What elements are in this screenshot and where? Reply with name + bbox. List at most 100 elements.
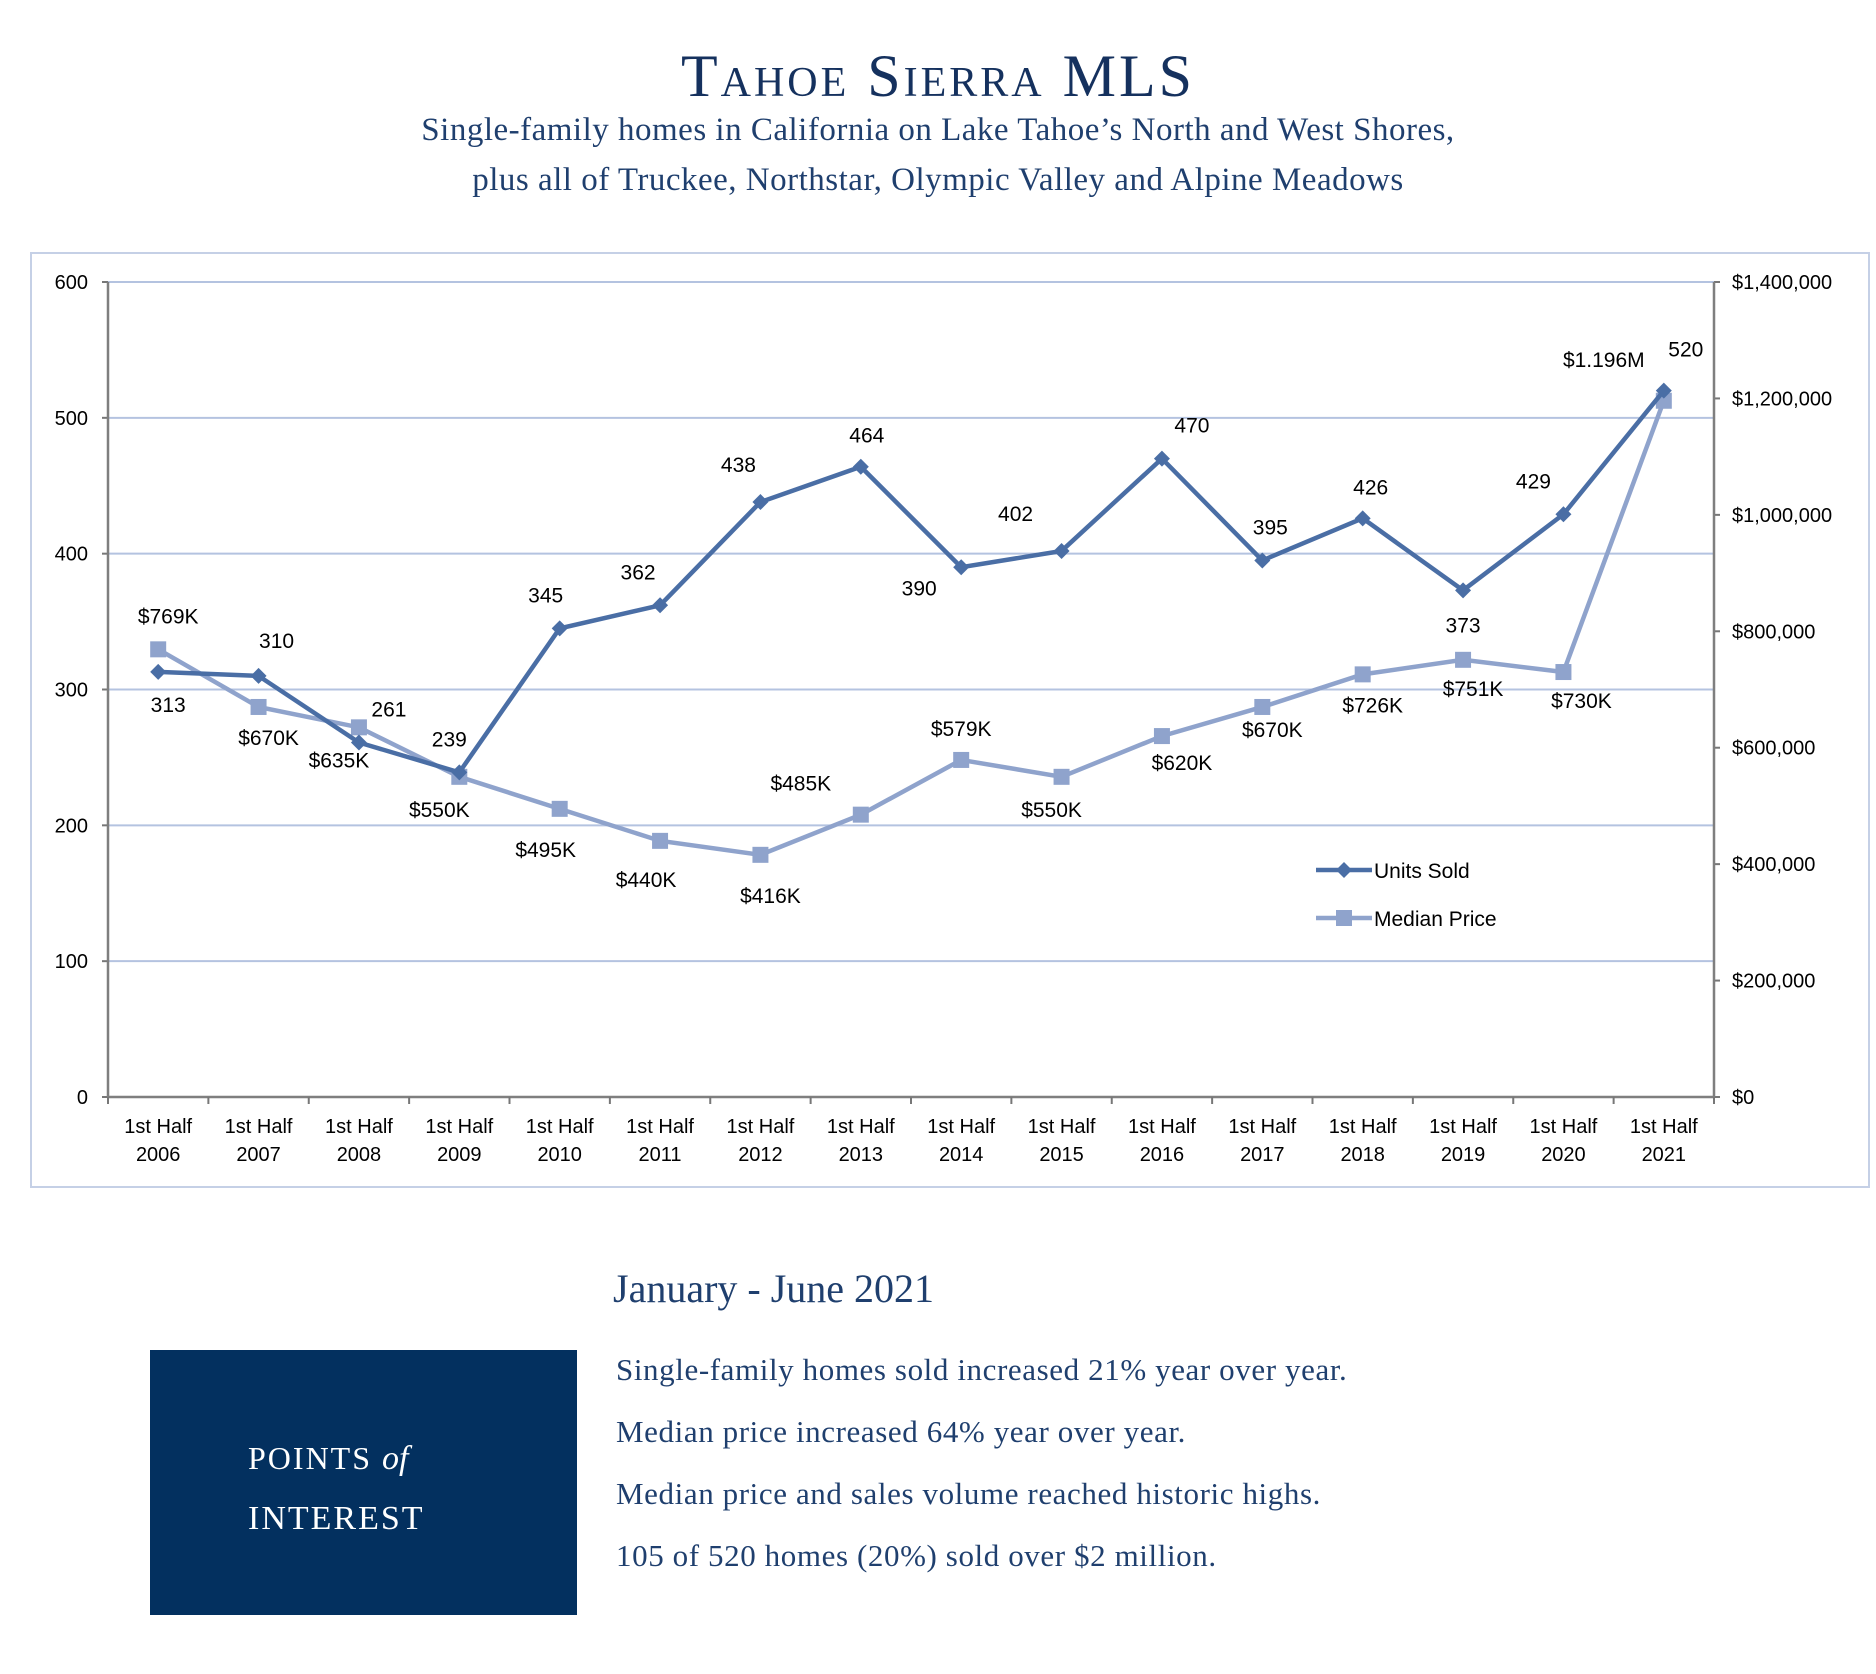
legend-label: Median Price xyxy=(1374,908,1497,931)
units-sold-point xyxy=(350,734,367,751)
x-axis-tick-label: 1st Half xyxy=(225,1116,293,1138)
median-price-point xyxy=(150,641,167,658)
units-sold-point xyxy=(551,620,568,637)
median-price-data-label: $769K xyxy=(138,605,199,628)
units-sold-point xyxy=(953,559,970,576)
right-axis-tick-label: $600,000 xyxy=(1732,738,1815,760)
x-axis-tick-label: 1st Half xyxy=(325,1116,393,1138)
subtitle-line-1: Single-family homes in California on Lak… xyxy=(421,112,1455,148)
median-price-point xyxy=(1354,666,1371,683)
x-axis-tick-label: 1st Half xyxy=(1630,1116,1698,1138)
right-axis-tick-label: $1,200,000 xyxy=(1732,388,1832,410)
units-sold-data-label: 395 xyxy=(1253,516,1288,539)
x-axis-tick-label: 2011 xyxy=(639,1144,682,1166)
x-axis-tick-label: 2018 xyxy=(1340,1144,1385,1166)
x-axis-tick-label: 2021 xyxy=(1642,1144,1687,1166)
x-axis-tick-label: 1st Half xyxy=(626,1116,694,1138)
median-price-data-label: $1.196M xyxy=(1563,349,1645,372)
chart-frame xyxy=(30,252,1870,1188)
page-title: Tahoe Sierra MLS xyxy=(680,43,1196,109)
x-axis-tick-label: 1st Half xyxy=(1429,1116,1497,1138)
units-sold-data-label: 373 xyxy=(1446,614,1481,637)
point-2: Median price increased 64% year over yea… xyxy=(616,1414,1187,1449)
units-sold-point xyxy=(1254,552,1271,569)
x-axis-tick-label: 1st Half xyxy=(124,1116,192,1138)
median-price-point xyxy=(350,719,367,736)
x-axis-tick-label: 2009 xyxy=(437,1144,482,1166)
left-axis-tick-label: 600 xyxy=(55,272,88,294)
legend-square-icon xyxy=(1336,910,1352,926)
legend-label: Units Sold xyxy=(1374,860,1470,883)
median-price-data-label: $726K xyxy=(1342,694,1403,717)
units-sold-data-label: 310 xyxy=(259,630,294,653)
units-sold-data-label: 362 xyxy=(621,561,656,584)
units-sold-data-label: 520 xyxy=(1668,339,1703,362)
x-axis-tick-label: 2012 xyxy=(738,1144,783,1166)
x-axis-tick-label: 2014 xyxy=(939,1144,984,1166)
x-axis-tick-label: 2016 xyxy=(1140,1144,1185,1166)
units-sold-point xyxy=(1655,382,1672,399)
points-of-interest-box: POINTS of INTEREST xyxy=(150,1350,577,1615)
units-sold-data-label: 470 xyxy=(1174,415,1209,438)
left-axis-tick-label: 200 xyxy=(55,815,88,837)
median-price-data-label: $751K xyxy=(1443,678,1504,701)
units-sold-point xyxy=(1153,450,1170,467)
median-price-data-label: $485K xyxy=(770,773,831,796)
median-price-point xyxy=(953,751,970,768)
x-axis-tick-label: 2015 xyxy=(1039,1144,1084,1166)
right-axis-tick-label: $800,000 xyxy=(1732,621,1815,643)
right-axis-tick-label: $0 xyxy=(1732,1087,1754,1109)
units-sold-point xyxy=(1555,506,1572,523)
subtitle-line-2: plus all of Truckee, Northstar, Olympic … xyxy=(472,162,1404,198)
median-price-point xyxy=(250,698,267,715)
right-axis-tick-label: $1,400,000 xyxy=(1732,272,1832,294)
box-label-interest: INTEREST xyxy=(248,1500,425,1537)
left-axis-tick-label: 100 xyxy=(55,951,88,973)
right-axis-tick-label: $200,000 xyxy=(1732,971,1815,993)
median-price-data-label: $635K xyxy=(309,749,370,772)
units-sold-data-label: 402 xyxy=(998,503,1033,526)
units-sold-point xyxy=(1455,582,1472,599)
median-price-data-label: $440K xyxy=(616,869,677,892)
x-axis-tick-label: 1st Half xyxy=(927,1116,995,1138)
box-label-points: POINTS xyxy=(248,1440,373,1476)
median-price-point xyxy=(652,832,669,849)
median-price-data-label: $550K xyxy=(409,799,470,822)
point-4: 105 of 520 homes (20%) sold over $2 mill… xyxy=(616,1538,1217,1573)
units-sold-data-label: 239 xyxy=(432,728,467,751)
left-axis-tick-label: 500 xyxy=(55,408,88,430)
units-sold-point xyxy=(451,764,468,781)
median-price-point xyxy=(752,846,769,863)
units-sold-point xyxy=(752,494,769,511)
x-axis-tick-label: 2010 xyxy=(537,1144,582,1166)
units-sold-point xyxy=(852,458,869,475)
period-heading: January - June 2021 xyxy=(613,1266,935,1311)
point-3: Median price and sales volume reached hi… xyxy=(616,1476,1321,1511)
units-sold-point xyxy=(1053,542,1070,559)
right-axis-tick-label: $400,000 xyxy=(1732,854,1815,876)
median-price-point xyxy=(1455,651,1472,668)
x-axis-tick-label: 2017 xyxy=(1240,1144,1285,1166)
x-axis-tick-label: 1st Half xyxy=(1530,1116,1598,1138)
x-axis-tick-label: 1st Half xyxy=(1329,1116,1397,1138)
units-sold-data-label: 390 xyxy=(902,577,937,600)
x-axis-tick-label: 2007 xyxy=(236,1144,281,1166)
median-price-point xyxy=(551,800,568,817)
units-sold-point xyxy=(150,663,167,680)
units-sold-data-label: 429 xyxy=(1516,470,1551,493)
units-sold-point xyxy=(652,597,669,614)
x-axis-tick-label: 1st Half xyxy=(827,1116,895,1138)
units-sold-data-label: 313 xyxy=(151,694,186,717)
median-price-data-label: $620K xyxy=(1152,752,1213,775)
median-price-data-label: $670K xyxy=(238,727,299,750)
median-price-data-label: $579K xyxy=(931,718,992,741)
median-price-point xyxy=(1153,728,1170,745)
median-price-point xyxy=(852,806,869,823)
median-price-data-label: $495K xyxy=(515,839,576,862)
median-price-data-label: $670K xyxy=(1242,719,1303,742)
units-sold-data-label: 426 xyxy=(1353,476,1388,499)
median-price-data-label: $550K xyxy=(1021,799,1082,822)
left-axis-tick-label: 0 xyxy=(77,1087,88,1109)
units-sold-data-label: 464 xyxy=(849,425,884,448)
